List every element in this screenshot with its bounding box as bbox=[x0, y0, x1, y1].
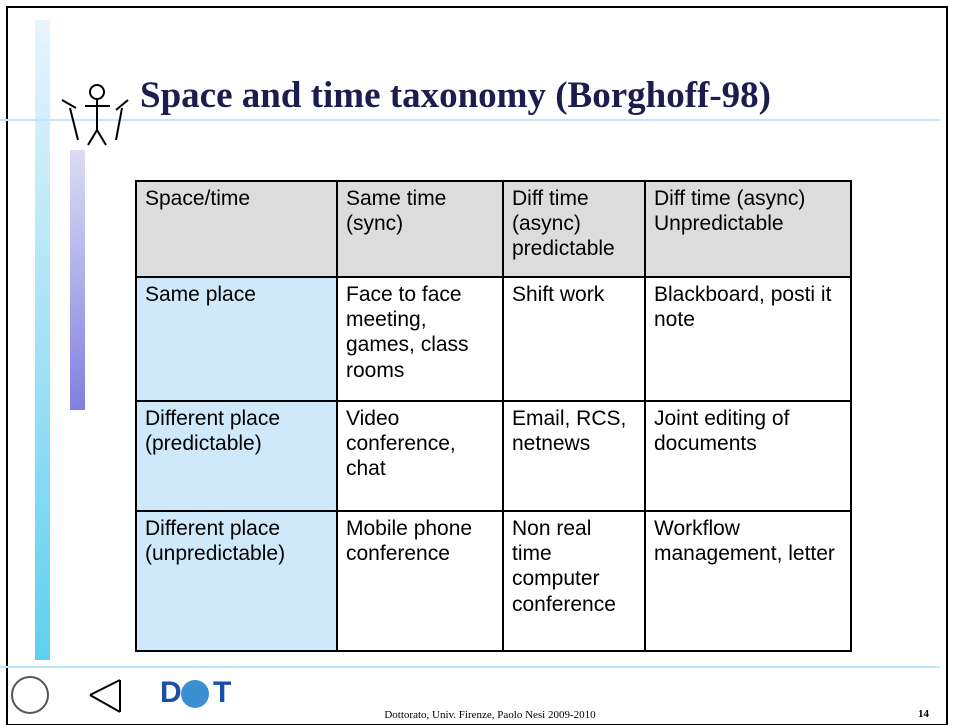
table-cell: Face to face meeting, games, class rooms bbox=[336, 276, 504, 402]
slide-title: Space and time taxonomy (Borghoff-98) bbox=[140, 75, 772, 116]
table-row: Different place (unpredictable) Mobile ph… bbox=[135, 510, 852, 652]
logo-text: D bbox=[160, 676, 182, 709]
table-cell: Mobile phone conference bbox=[336, 510, 504, 652]
table-cell: Same place bbox=[135, 276, 338, 402]
table-row: Space/time Same time (sync) Diff time (asy… bbox=[135, 180, 852, 278]
table-cell: Blackboard, posti it note bbox=[644, 276, 852, 402]
page-number: 14 bbox=[918, 708, 929, 720]
table-cell: Different place (unpredictable) bbox=[135, 510, 338, 652]
table-row: Different place (predictable) Video confe… bbox=[135, 400, 852, 512]
logo-text: T bbox=[213, 676, 232, 709]
table-cell: Different place (predictable) bbox=[135, 400, 338, 512]
table-row: Same place Face to face meeting, games, c… bbox=[135, 276, 852, 402]
footer: Dottorato, Univ. Firenze, Paolo Nesi 200… bbox=[384, 709, 596, 721]
table-cell: Workflow management, letter bbox=[644, 510, 852, 652]
table-cell: Joint editing of documents bbox=[644, 400, 852, 512]
table-cell: Shift work bbox=[502, 276, 646, 402]
taxonomy-table: Space/time Same time (sync) Diff time (asy… bbox=[135, 180, 852, 652]
header-cell: Diff time (async) predictable bbox=[502, 180, 646, 278]
header-cell: Diff time (async) Unpredictable bbox=[644, 180, 852, 278]
table-cell: Email, RCS, netnews bbox=[502, 400, 646, 512]
table-cell: Video conference, chat bbox=[336, 400, 504, 512]
header-cell: Same time (sync) bbox=[336, 180, 504, 278]
table-cell: Non real time computer conference bbox=[502, 510, 646, 652]
header-cell: Space/time bbox=[135, 180, 338, 278]
